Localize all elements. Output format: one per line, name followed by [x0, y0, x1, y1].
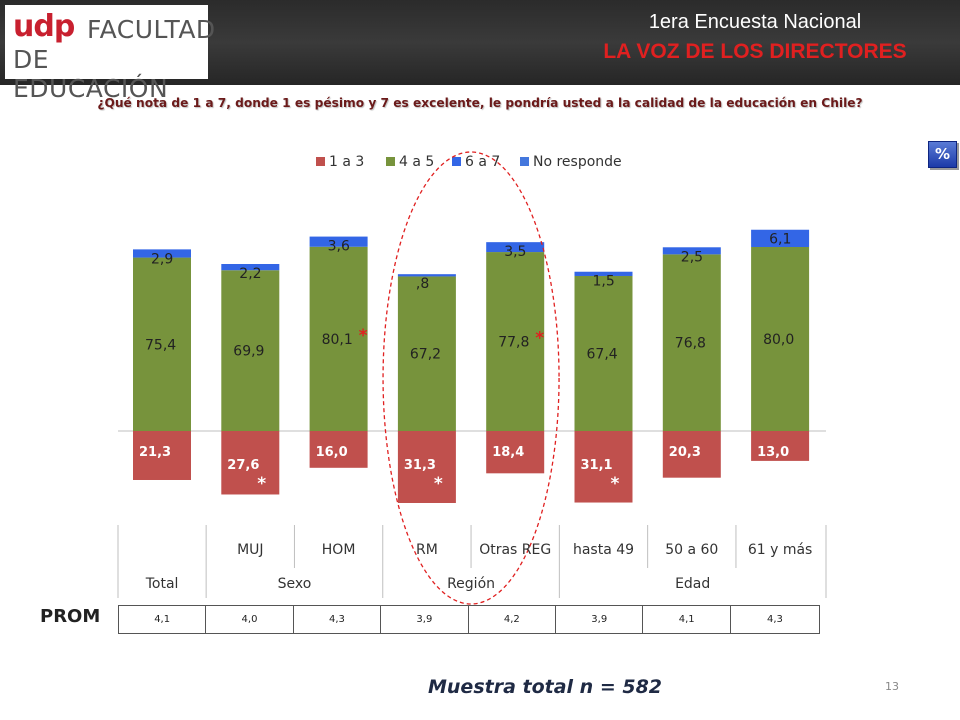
bar-6-a-7-hasta-49: [574, 271, 633, 276]
data-label-6-a-7-hasta-49: 1,5: [593, 274, 615, 290]
prom-cell-61-y-m-s: 4,3: [729, 606, 819, 633]
prom-table: 4,1 4,0 4,3 3,9 4,2 3,9 4,1 4,3: [118, 605, 820, 634]
data-label-6-a-7-hom: 3,6: [328, 239, 350, 255]
group-label-sexo: Sexo: [278, 576, 312, 592]
prom-cell-rm: 3,9: [380, 606, 467, 633]
bar-4-a-5-hom: [309, 246, 368, 431]
data-label-4-a-5-61-y-m-s: 80,0: [763, 332, 794, 348]
significance-mark-hasta-49: *: [611, 474, 620, 494]
data-label-1-a-3-rm: 31,3: [404, 458, 436, 473]
data-label-6-a-7-rm: ,8: [416, 276, 429, 292]
bar-1-a-3-total: [133, 431, 191, 480]
data-label-6-a-7-total: 2,9: [151, 251, 173, 267]
bar-6-a-7-total: [133, 249, 191, 258]
bar-4-a-5-rm: [397, 276, 456, 431]
legend-swatch-6-a-7: [452, 157, 461, 166]
data-label-4-a-5-50-a-60: 76,8: [675, 336, 706, 352]
significance-mark-hom: *: [359, 326, 368, 346]
bar-6-a-7-61-y-m-s: [751, 229, 810, 247]
tick-label-rm: RM: [416, 542, 438, 558]
bar-1-a-3-61-y-m-s: [751, 431, 810, 461]
question-text: ¿Qué nota de 1 a 7, donde 1 es pésimo y …: [97, 96, 863, 110]
prom-cell-hom: 4,3: [292, 606, 380, 633]
tick-label-61-y-m-s: 61 y más: [748, 542, 813, 558]
data-label-6-a-7-61-y-m-s: 6,1: [769, 232, 791, 248]
sample-size: Muestra total n = 582: [428, 676, 663, 698]
bar-4-a-5-hasta-49: [574, 275, 633, 431]
bar-6-a-7-muj: [221, 264, 280, 271]
legend-swatch-4-a-5: [386, 157, 395, 166]
prom-label: PROM: [40, 606, 101, 627]
percent-badge: %: [928, 141, 957, 168]
bar-1-a-3-hasta-49: [574, 431, 633, 503]
survey-subtitle: LA VOZ DE LOS DIRECTORES: [603, 40, 907, 63]
data-label-4-a-5-otras-reg: 77,8: [498, 335, 529, 351]
logo-udp-text: udp: [13, 9, 75, 44]
bar-6-a-7-50-a-60: [662, 247, 721, 255]
data-label-1-a-3-61-y-m-s: 13,0: [757, 445, 789, 460]
legend-label-4-a-5: 4 a 5: [399, 154, 434, 170]
data-label-1-a-3-hom: 16,0: [316, 445, 348, 460]
group-label-total: Total: [145, 576, 179, 592]
data-label-4-a-5-muj: 69,9: [233, 344, 264, 360]
legend-label-6-a-7: 6 a 7: [465, 154, 500, 170]
data-label-1-a-3-total: 21,3: [139, 445, 171, 460]
bar-6-a-7-hom: [309, 236, 368, 247]
data-label-1-a-3-muj: 27,6: [227, 458, 259, 473]
data-label-1-a-3-otras-reg: 18,4: [492, 445, 524, 460]
bar-6-a-7-otras-reg: [486, 242, 545, 253]
data-label-6-a-7-muj: 2,2: [239, 266, 261, 282]
data-label-4-a-5-hom: 80,1: [322, 332, 353, 348]
prom-cell-total: 4,1: [154, 614, 171, 625]
bar-1-a-3-50-a-60: [662, 431, 721, 478]
data-label-6-a-7-50-a-60: 2,5: [681, 249, 703, 265]
udp-logo: udp FACULTAD DE EDUCACIÓN: [5, 5, 215, 103]
survey-title: 1era Encuesta Nacional: [648, 11, 862, 33]
bar-4-a-5-muj: [221, 270, 280, 431]
bar-1-a-3-rm: [397, 431, 456, 503]
group-label-regi-n: Región: [447, 576, 495, 592]
bar-1-a-3-hom: [309, 431, 368, 468]
logo-line1: FACULTAD: [87, 15, 216, 44]
logo-line2: DE EDUCACIÓN: [13, 45, 169, 103]
bar-1-a-3-muj: [221, 431, 280, 495]
header-bar: udp FACULTAD DE EDUCACIÓN 1era Encuesta …: [0, 0, 960, 103]
data-label-4-a-5-total: 75,4: [145, 337, 176, 353]
prom-cell-otras-reg: 4,2: [467, 606, 555, 633]
data-label-4-a-5-rm: 67,2: [410, 347, 441, 363]
bar-4-a-5-otras-reg: [486, 252, 545, 431]
bar-1-a-3-otras-reg: [486, 431, 545, 474]
tick-label-muj: MUJ: [237, 542, 263, 558]
group-label-edad: Edad: [675, 576, 710, 592]
tick-label-hom: HOM: [322, 542, 356, 558]
highlight-ellipse: [382, 151, 560, 605]
tick-label-50-a-60: 50 a 60: [665, 542, 718, 558]
data-label-4-a-5-hasta-49: 67,4: [587, 346, 618, 362]
legend-label-no-responde: No responde: [533, 154, 622, 170]
bar-4-a-5-61-y-m-s: [751, 247, 810, 431]
legend-label-1-a-3: 1 a 3: [329, 154, 364, 170]
bar-4-a-5-total: [133, 257, 191, 431]
legend-swatch-1-a-3: [316, 157, 325, 166]
legend-swatch-no-responde: [520, 157, 529, 166]
data-label-1-a-3-hasta-49: 31,1: [581, 458, 613, 473]
tick-label-otras-reg: Otras REG: [479, 542, 551, 558]
significance-mark-muj: *: [257, 474, 266, 494]
bar-4-a-5-50-a-60: [662, 254, 721, 431]
data-label-1-a-3-50-a-60: 20,3: [669, 445, 701, 460]
prom-cell-hasta-49: 3,9: [555, 606, 642, 633]
bar-6-a-7-rm: [397, 274, 456, 277]
data-label-6-a-7-otras-reg: 3,5: [504, 244, 526, 260]
prom-cell-muj: 4,0: [205, 606, 292, 633]
significance-mark-rm: *: [434, 474, 443, 494]
tick-label-hasta-49: hasta 49: [573, 542, 634, 558]
prom-cell-50-a-60: 4,1: [642, 606, 729, 633]
significance-mark-otras-reg: *: [535, 329, 544, 349]
page-number: 13: [885, 680, 899, 693]
